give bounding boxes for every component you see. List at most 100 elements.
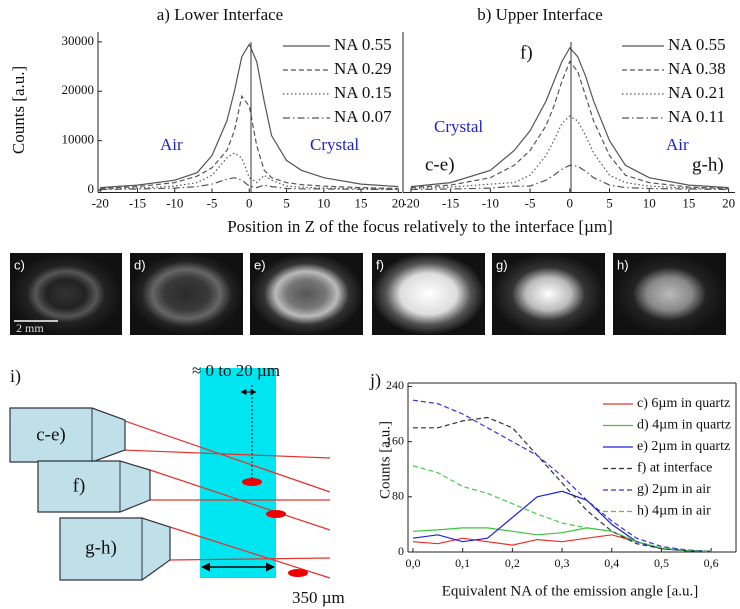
objective xyxy=(37,460,151,513)
panel-label: i) xyxy=(10,366,21,387)
image xyxy=(130,253,243,335)
y-tick-label: 0 xyxy=(398,544,404,558)
x-tick-label: 0,4 xyxy=(604,556,619,570)
x-tick-label: 0,2 xyxy=(505,556,520,570)
x-tick-label: 0 xyxy=(246,195,253,210)
focus xyxy=(288,569,308,577)
series-line xyxy=(412,465,712,552)
series-line xyxy=(100,94,399,190)
image-label: f) xyxy=(376,257,384,272)
x-tick-label: 20 xyxy=(722,195,735,210)
x-tick-label: 10 xyxy=(317,195,330,210)
annotation: Air xyxy=(666,135,689,154)
image-label: g) xyxy=(496,257,508,272)
focus xyxy=(266,510,286,518)
image xyxy=(492,253,605,335)
charts: -20 -15 -10 -5 0 5 10 15 20 0 10000 20000 30000 NA 0.… xyxy=(9,5,737,599)
x-tick-label: 10 xyxy=(643,195,656,210)
y-tick-label: 240 xyxy=(386,378,404,392)
image-label: c) xyxy=(14,257,25,272)
x-tick-label: -5 xyxy=(525,195,536,210)
image xyxy=(613,253,726,335)
x-tick-label: -10 xyxy=(166,195,183,210)
crystal xyxy=(200,368,276,578)
diagram: i) ≈ 0 to 20 µm c-e) f) g-h) 350 µm xyxy=(9,361,345,607)
image xyxy=(250,253,363,335)
y-axis-title: Counts [a.u.] xyxy=(377,421,393,499)
x-axis-title: Position in Z of the focus relatively to… xyxy=(227,217,613,236)
x-tick-label: 0 xyxy=(567,195,574,210)
gap-label: ≈ 0 to 20 µm xyxy=(192,361,280,380)
image-row: c) d) e) f) g) h) 2 mm xyxy=(10,253,726,335)
legend-label: NA 0.11 xyxy=(668,107,725,126)
focus xyxy=(242,478,262,486)
legend-label: d) 4µm in quartz xyxy=(637,418,731,433)
y-tick-label: 10000 xyxy=(62,132,95,147)
x-tick-label: -15 xyxy=(442,195,459,210)
annotation: Crystal xyxy=(434,117,483,136)
objective-label: f) xyxy=(73,475,86,496)
annotation: c-e) xyxy=(425,154,455,175)
series-line xyxy=(100,177,399,191)
y-tick-label: 80 xyxy=(392,489,404,503)
legend-label: NA 0.55 xyxy=(334,35,392,54)
image-label: h) xyxy=(617,257,629,272)
legend-label: NA 0.21 xyxy=(668,83,726,102)
x-tick-label: 20 xyxy=(392,195,405,210)
x-tick-label: -20 xyxy=(92,195,109,210)
annotation: f) xyxy=(520,42,533,63)
ray xyxy=(169,526,331,579)
x-tick-label: -15 xyxy=(129,195,146,210)
image xyxy=(372,253,485,335)
image-label: d) xyxy=(134,257,146,272)
x-tick-label: -5 xyxy=(207,195,218,210)
x-tick-label: 0,6 xyxy=(704,556,719,570)
x-tick-label: 15 xyxy=(355,195,368,210)
x-tick-label: 0,1 xyxy=(455,556,470,570)
objective xyxy=(9,407,126,463)
legend-label: NA 0.55 xyxy=(668,35,726,54)
y-tick-label: 0 xyxy=(88,181,95,196)
x-tick-label: 5 xyxy=(606,195,613,210)
scale-bar-label: 2 mm xyxy=(16,321,44,335)
chart-title: b) Upper Interface xyxy=(477,5,603,24)
x-tick-label: 0,0 xyxy=(405,556,420,570)
y-axis-title: Counts [a.u.] xyxy=(9,66,28,154)
x-tick-label: -20 xyxy=(402,195,419,210)
series-line xyxy=(410,164,729,191)
objective-label: g-h) xyxy=(85,537,117,558)
x-tick-label: 0,5 xyxy=(654,556,669,570)
legend-label: NA 0.38 xyxy=(668,59,726,78)
annotation: Air xyxy=(160,135,183,154)
width-label: 350 µm xyxy=(292,588,345,607)
chart-title: a) Lower Interface xyxy=(157,5,283,24)
legend-label: NA 0.07 xyxy=(334,107,392,126)
x-tick-label: 15 xyxy=(682,195,695,210)
objective-label: c-e) xyxy=(36,424,66,445)
series-line xyxy=(412,399,712,552)
ray xyxy=(149,469,331,531)
series-line xyxy=(413,416,712,552)
legend-label: NA 0.15 xyxy=(334,83,392,102)
series-line xyxy=(410,115,729,190)
series-line xyxy=(410,46,729,189)
chart-title: j) xyxy=(369,370,381,391)
ray xyxy=(121,419,331,493)
x-tick-label: 5 xyxy=(283,195,290,210)
legend-label: NA 0.29 xyxy=(334,59,392,78)
legend-label: f) at interface xyxy=(637,461,712,476)
legend-label: h) 4µm in air xyxy=(637,504,711,519)
x-tick-label: 0,3 xyxy=(555,556,570,570)
legend-label: g) 2µm in air xyxy=(637,482,711,497)
y-tick-label: 30000 xyxy=(62,33,95,48)
series-line xyxy=(100,42,399,189)
y-tick-label: 20000 xyxy=(62,82,95,97)
annotation: Crystal xyxy=(310,135,359,154)
x-tick-label: -10 xyxy=(482,195,499,210)
x-axis-title: Equivalent NA of the emission angle [a.u… xyxy=(442,583,699,599)
legend-label: e) 2µm in quartz xyxy=(637,439,730,454)
image-label: e) xyxy=(254,257,266,272)
series-line xyxy=(410,60,729,190)
legend-label: c) 6µm in quartz xyxy=(637,396,730,411)
